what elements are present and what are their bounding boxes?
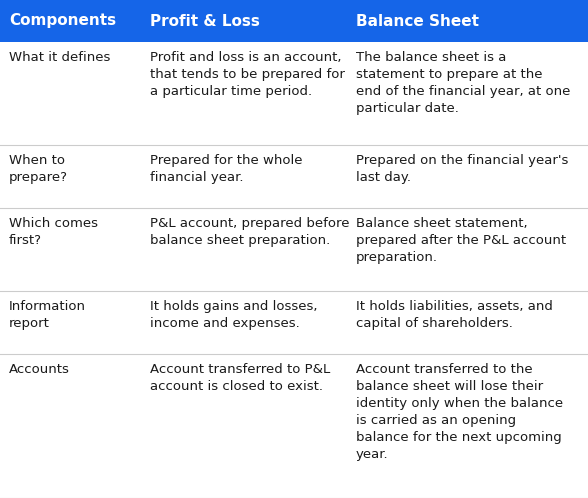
Text: Profit & Loss: Profit & Loss [150, 13, 260, 28]
Text: Prepared on the financial year's
last day.: Prepared on the financial year's last da… [356, 154, 568, 184]
Text: When to
prepare?: When to prepare? [9, 154, 68, 184]
Text: Account transferred to P&L
account is closed to exist.: Account transferred to P&L account is cl… [150, 363, 330, 393]
Text: Information
report: Information report [9, 300, 86, 330]
Bar [0, 42, 588, 145]
Text: Profit and loss is an account,
that tends to be prepared for
a particular time p: Profit and loss is an account, that tend… [150, 51, 345, 98]
Bar [0, 0, 588, 42]
Text: The balance sheet is a
statement to prepare at the
end of the financial year, at: The balance sheet is a statement to prep… [356, 51, 570, 115]
Bar [0, 145, 588, 208]
Text: Balance sheet statement,
prepared after the P&L account
preparation.: Balance sheet statement, prepared after … [356, 217, 566, 264]
Text: Prepared for the whole
financial year.: Prepared for the whole financial year. [150, 154, 302, 184]
Text: It holds gains and losses,
income and expenses.: It holds gains and losses, income and ex… [150, 300, 318, 330]
Bar [0, 208, 588, 291]
Text: What it defines: What it defines [9, 51, 110, 64]
Text: P&L account, prepared before
balance sheet preparation.: P&L account, prepared before balance she… [150, 217, 349, 247]
Text: Components: Components [9, 13, 116, 28]
Text: It holds liabilities, assets, and
capital of shareholders.: It holds liabilities, assets, and capita… [356, 300, 553, 330]
Text: Account transferred to the
balance sheet will lose their
identity only when the : Account transferred to the balance sheet… [356, 363, 563, 461]
Text: Accounts: Accounts [9, 363, 70, 376]
Text: Which comes
first?: Which comes first? [9, 217, 98, 247]
Bar [0, 291, 588, 354]
Bar [0, 354, 588, 498]
Text: Balance Sheet: Balance Sheet [356, 13, 479, 28]
